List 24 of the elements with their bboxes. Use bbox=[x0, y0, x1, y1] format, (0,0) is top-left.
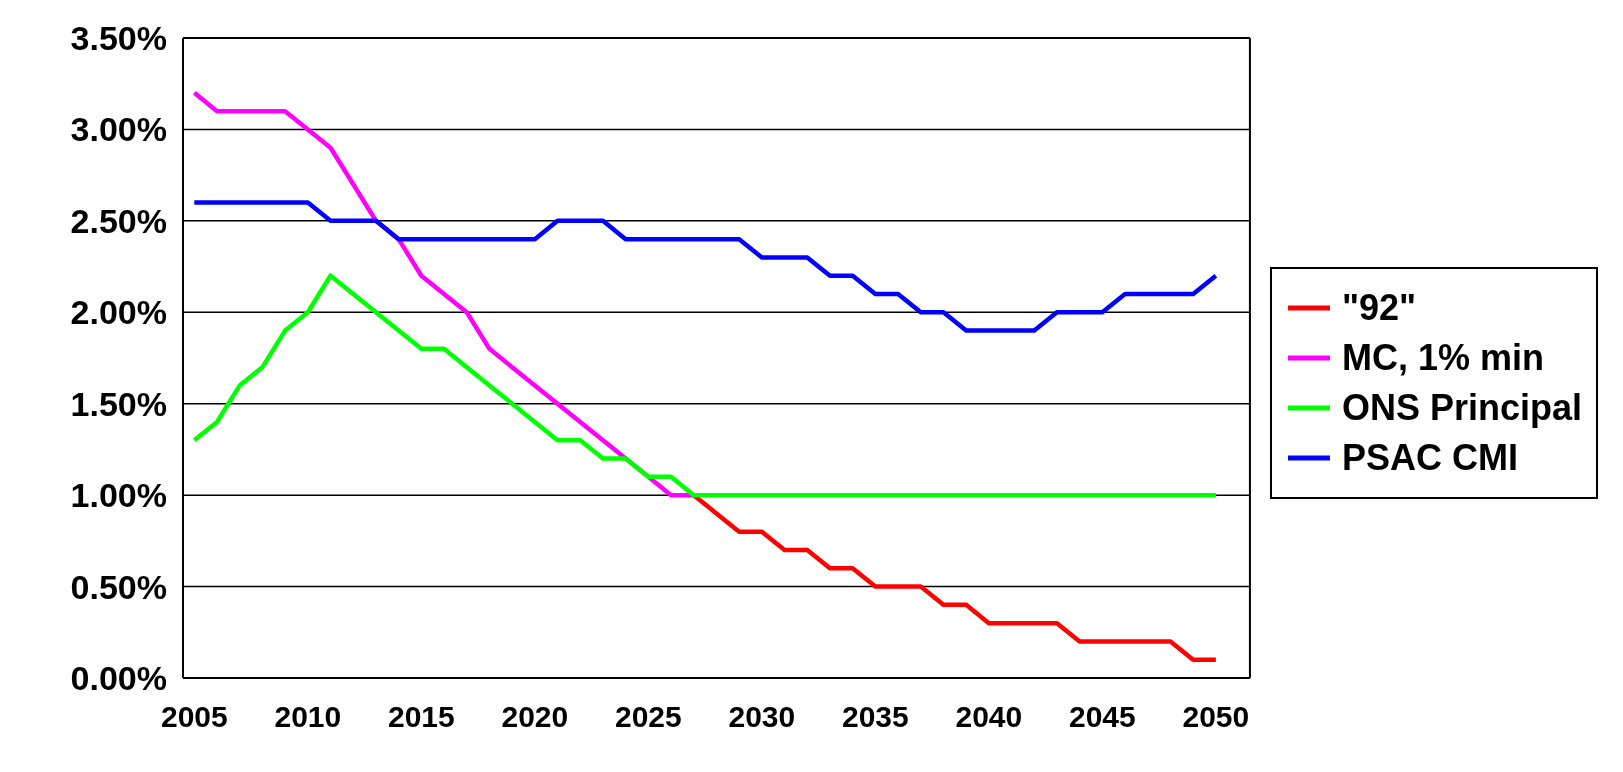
y-tick-label: 3.50% bbox=[70, 19, 167, 58]
y-tick-label: 0.50% bbox=[70, 567, 167, 606]
legend-label: PSAC CMI bbox=[1341, 437, 1518, 479]
x-tick-label: 2030 bbox=[728, 700, 796, 734]
x-tick-label: 2025 bbox=[614, 700, 682, 734]
x-tick-label: 2005 bbox=[160, 700, 228, 734]
legend-label: MC, 1% min bbox=[1341, 337, 1544, 379]
x-tick-label: 2040 bbox=[955, 700, 1023, 734]
line-series bbox=[192, 273, 1219, 498]
x-tick-label: 2035 bbox=[841, 700, 909, 734]
x-tick-label: 2010 bbox=[274, 700, 342, 734]
x-tick-label: 2050 bbox=[1182, 700, 1250, 734]
y-tick-label: 3.00% bbox=[70, 110, 167, 149]
y-tick-label: 2.50% bbox=[70, 201, 167, 240]
line-series bbox=[192, 200, 1219, 333]
legend-label: ONS Principal bbox=[1341, 387, 1582, 429]
legend-label: "92" bbox=[1341, 287, 1417, 329]
y-tick-label: 0.00% bbox=[70, 659, 167, 698]
y-tick-label: 2.00% bbox=[70, 293, 167, 332]
x-tick-label: 2045 bbox=[1068, 700, 1136, 734]
x-tick-label: 2020 bbox=[501, 700, 569, 734]
y-tick-label: 1.00% bbox=[70, 476, 167, 515]
y-tick-label: 1.50% bbox=[70, 384, 167, 423]
x-tick-label: 2015 bbox=[387, 700, 455, 734]
